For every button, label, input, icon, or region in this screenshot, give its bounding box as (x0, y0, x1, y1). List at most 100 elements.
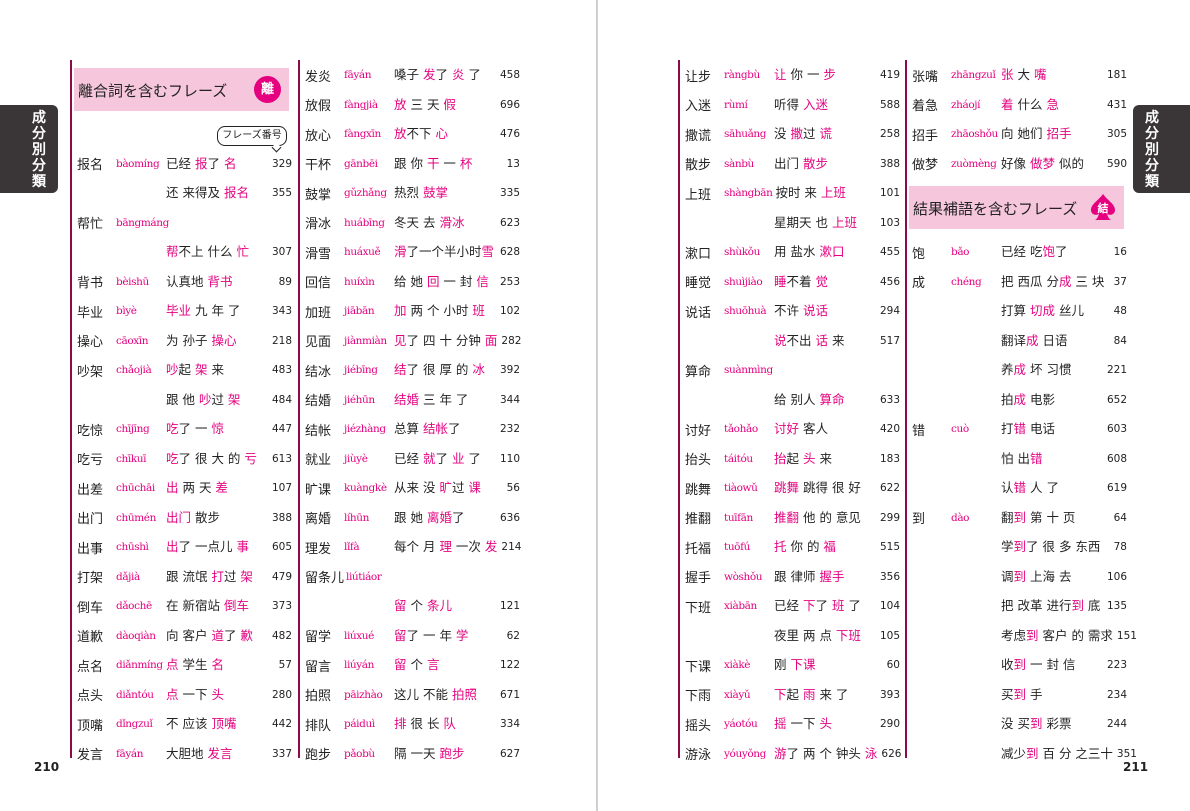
pinyin: tǎohǎo (724, 423, 758, 436)
entry-row: 下班 xiàbān 已经 下了 班 了 104 (680, 592, 902, 622)
phrase-number: 337 (271, 747, 292, 760)
phrase-number: 48 (1113, 305, 1127, 318)
headword: 下课 (685, 659, 712, 675)
section-title: 離合詞を含むフレーズ (78, 82, 228, 100)
pinyin: gānbēi (344, 157, 378, 170)
pinyin: zháojí (951, 98, 981, 111)
headword: 讨好 (685, 423, 712, 439)
phrase-number: 221 (1106, 364, 1127, 377)
phrase-number: 57 (278, 659, 292, 672)
pinyin: tiàowǔ (724, 482, 758, 495)
headword: 出差 (77, 482, 104, 498)
example-phrase: 让 你 一 步 (774, 67, 836, 83)
entry-row: 养成 坏 习惯 221 (907, 356, 1129, 386)
phrase-number: 476 (499, 128, 520, 141)
example-phrase: 听得 入迷 (774, 96, 828, 112)
phrase-number: 627 (499, 747, 520, 760)
entry-row: 握手 wòshǒu 跟 律师 握手 356 (680, 562, 902, 592)
headword: 上班 (685, 187, 712, 203)
example-phrase: 不 应该 顶嘴 (166, 716, 237, 732)
entry-row: 放假 fàngjià 放 三 天 假 696 (300, 90, 522, 120)
entry-row: 点头 diǎntóu 点 一下 头 280 (72, 680, 294, 710)
example-phrase: 吃了 很 大 的 亏 (166, 450, 257, 466)
example-phrase: 每个 月 理 一次 发 (394, 539, 498, 555)
entry-row: 吃亏 chīkuī 吃了 很 大 的 亏 613 (72, 444, 294, 474)
entry-row: 道歉 dàoqiàn 向 客户 道了 歉 482 (72, 621, 294, 651)
pinyin: chīkuī (116, 452, 147, 465)
entry-row: 顶嘴 dǐngzuǐ 不 应该 顶嘴 442 (72, 710, 294, 740)
example-phrase: 张 大 嘴 (1001, 67, 1047, 83)
headword: 下雨 (685, 689, 712, 705)
phrase-number: 105 (879, 629, 900, 642)
entry-row: 没 买到 彩票 244 (907, 710, 1129, 740)
phrase-number: 101 (879, 187, 900, 200)
pinyin: liútiáor (346, 570, 382, 583)
entry-row: 跑步 pǎobù 隔 一天 跑步 627 (300, 739, 522, 769)
entry-row: 跟 他 吵过 架 484 (72, 385, 294, 415)
phrase-number: 218 (271, 334, 292, 347)
pinyin: lǐfà (344, 541, 360, 554)
entry-row: 结婚 jiéhūn 结婚 三 年 了 344 (300, 385, 522, 415)
pinyin: kuàngkè (344, 482, 387, 495)
example-phrase: 把 改革 进行到 底 (1001, 598, 1101, 614)
pinyin: bàomíng (116, 157, 160, 170)
pinyin: bìyè (116, 305, 137, 318)
li-badge-icon: 離 (254, 76, 281, 103)
phrase-number: 344 (499, 393, 520, 406)
side-tab-left[interactable]: 成分別分類 (0, 105, 58, 193)
headword: 滑雪 (305, 246, 332, 262)
entry-row: 点名 diǎnmíng 点 学生 名 57 (72, 651, 294, 681)
pinyin: xiàyǔ (724, 688, 751, 701)
entry-row: 放心 fàngxīn 放不下 心 476 (300, 120, 522, 150)
example-phrase: 热烈 鼓掌 (394, 185, 448, 201)
entry-row: 摇头 yáotóu 摇 一下 头 290 (680, 710, 902, 740)
entry-row: 报名 bàomíng 已经 报了 名 329 (72, 149, 294, 179)
phrase-number: 605 (271, 541, 292, 554)
example-phrase: 游了 两 个 钟头 泳 (774, 745, 878, 761)
phrase-number: 290 (879, 718, 900, 731)
example-phrase: 跟 流氓 打过 架 (166, 568, 253, 584)
phrase-number: 258 (879, 128, 900, 141)
phrase-number: 458 (499, 69, 520, 82)
example-phrase: 刚 下课 (774, 657, 816, 673)
entry-row: 调到 上海 去 106 (907, 562, 1129, 592)
entry-row: 理发 lǐfà 每个 月 理 一次 发 214 (300, 533, 523, 563)
phrase-number: 431 (1106, 98, 1127, 111)
pinyin: fāyán (344, 69, 372, 82)
example-phrase: 吃了 一 惊 (166, 421, 224, 437)
headword: 托福 (685, 541, 712, 557)
entry-row: 还 来得及 报名 355 (72, 179, 294, 209)
example-phrase: 给 她 回 一 封 信 (394, 273, 489, 289)
phrase-number: 351 (1116, 747, 1137, 760)
headword: 让步 (685, 69, 712, 85)
headword: 结婚 (305, 394, 332, 410)
entry-row: 回信 huíxìn 给 她 回 一 封 信 253 (300, 267, 522, 297)
entry-row: 倒车 dǎochē 在 新宿站 倒车 373 (72, 592, 294, 622)
pinyin: dào (951, 511, 970, 524)
example-phrase: 打算 切成 丝儿 (1001, 303, 1084, 319)
example-phrase: 向 她们 招手 (1001, 126, 1072, 142)
example-phrase: 已经 报了 名 (166, 155, 237, 171)
headword: 握手 (685, 571, 712, 587)
pinyin: chūchāi (116, 482, 155, 495)
pinyin: zhāngzuǐ (951, 69, 996, 82)
entry-row: 滑雪 huáxuě 滑了一个半小时雪 628 (300, 238, 522, 268)
entry-row: 买到 手 234 (907, 680, 1129, 710)
headword: 撒谎 (685, 128, 712, 144)
pinyin: gǔzhǎng (344, 187, 387, 200)
entry-row: 散步 sànbù 出门 散步 388 (680, 149, 902, 179)
headword: 下班 (685, 600, 712, 616)
headword: 帮忙 (77, 217, 104, 233)
headword: 说话 (685, 305, 712, 321)
side-tab-right[interactable]: 成分別分類 (1133, 105, 1190, 193)
example-phrase: 隔 一天 跑步 (394, 745, 465, 761)
phrase-number: 102 (499, 305, 520, 318)
pinyin: huábīng (344, 216, 385, 229)
example-phrase: 翻到 第 十 页 (1001, 509, 1076, 525)
entry-row: 就业 jiùyè 已经 就了 业 了 110 (300, 444, 522, 474)
headword: 睡觉 (685, 276, 712, 292)
phrase-number: 104 (879, 600, 900, 613)
headword: 抬头 (685, 453, 712, 469)
pinyin: pāizhào (344, 688, 383, 701)
entry-row: 学到了 很 多 东西 78 (907, 533, 1129, 563)
